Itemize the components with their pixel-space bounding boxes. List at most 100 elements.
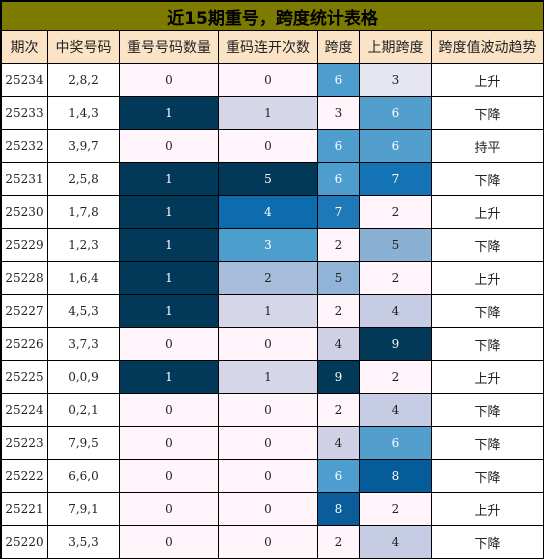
- cell-repeat-streak: 0: [218, 426, 318, 460]
- cell-period: 25224: [1, 393, 48, 427]
- cell-repeat-count: 1: [119, 195, 219, 229]
- table-row: 25233 1,4,3 1 1 3 6 下降: [1, 96, 544, 130]
- cell-repeat-streak: 0: [218, 327, 318, 361]
- cell-prev-span: 2: [359, 261, 432, 295]
- header-trend: 跨度值波动趋势: [430, 30, 544, 64]
- cell-repeat-streak: 0: [218, 525, 318, 559]
- cell-repeat-count: 0: [119, 63, 219, 97]
- cell-period: 25233: [1, 96, 48, 130]
- cell-repeat-streak: 4: [218, 195, 318, 229]
- cell-span: 8: [317, 492, 360, 526]
- cell-trend: 下降: [430, 525, 544, 559]
- cell-prev-span: 9: [359, 327, 432, 361]
- cell-repeat-streak: 1: [218, 360, 318, 394]
- cell-trend: 下降: [430, 459, 544, 493]
- cell-repeat-count: 1: [119, 261, 219, 295]
- cell-span: 2: [317, 525, 360, 559]
- header-row: 期次 中奖号码 重号号码数量 重码连开次数 跨度 上期跨度 跨度值波动趋势: [1, 30, 544, 64]
- table-row: 25224 0,2,1 0 0 2 4 下降: [1, 393, 544, 427]
- cell-prev-span: 2: [359, 195, 432, 229]
- cell-period: 25220: [1, 525, 48, 559]
- cell-numbers: 1,4,3: [47, 96, 120, 130]
- cell-span: 4: [317, 327, 360, 361]
- cell-repeat-count: 1: [119, 228, 219, 262]
- cell-repeat-count: 1: [119, 360, 219, 394]
- cell-numbers: 7,9,5: [47, 426, 120, 460]
- header-numbers: 中奖号码: [47, 30, 120, 64]
- cell-span: 2: [317, 294, 360, 328]
- cell-repeat-streak: 3: [218, 228, 318, 262]
- cell-span: 2: [317, 228, 360, 262]
- table-body: 25234 2,8,2 0 0 6 3 上升 25233 1,4,3 1 1 3 6 下降 25232 3,9…: [1, 63, 544, 559]
- cell-numbers: 2,8,2: [47, 63, 120, 97]
- cell-numbers: 1,7,8: [47, 195, 120, 229]
- cell-repeat-streak: 0: [218, 63, 318, 97]
- cell-trend: 上升: [430, 63, 544, 97]
- cell-repeat-streak: 2: [218, 261, 318, 295]
- header-repeat-count: 重号号码数量: [119, 30, 219, 64]
- cell-span: 4: [317, 426, 360, 460]
- cell-numbers: 0,0,9: [47, 360, 120, 394]
- cell-prev-span: 3: [359, 63, 432, 97]
- cell-period: 25229: [1, 228, 48, 262]
- cell-repeat-count: 0: [119, 492, 219, 526]
- cell-period: 25230: [1, 195, 48, 229]
- cell-repeat-count: 1: [119, 162, 219, 196]
- cell-period: 25234: [1, 63, 48, 97]
- cell-period: 25226: [1, 327, 48, 361]
- table-row: 25226 3,7,3 0 0 4 9 下降: [1, 327, 544, 361]
- cell-prev-span: 4: [359, 525, 432, 559]
- cell-repeat-count: 1: [119, 96, 219, 130]
- cell-numbers: 2,5,8: [47, 162, 120, 196]
- cell-trend: 下降: [430, 96, 544, 130]
- table-row: 25223 7,9,5 0 0 4 6 下降: [1, 426, 544, 460]
- cell-repeat-count: 0: [119, 459, 219, 493]
- header-period: 期次: [1, 30, 48, 64]
- table-row: 25225 0,0,9 1 1 9 2 上升: [1, 360, 544, 394]
- table-row: 25221 7,9,1 0 0 8 2 上升: [1, 492, 544, 526]
- cell-prev-span: 4: [359, 393, 432, 427]
- table-row: 25230 1,7,8 1 4 7 2 上升: [1, 195, 544, 229]
- cell-prev-span: 7: [359, 162, 432, 196]
- cell-period: 25227: [1, 294, 48, 328]
- cell-prev-span: 2: [359, 360, 432, 394]
- table-row: 25220 3,5,3 0 0 2 4 下降: [1, 525, 544, 559]
- cell-trend: 上升: [430, 261, 544, 295]
- cell-repeat-streak: 0: [218, 129, 318, 163]
- cell-period: 25221: [1, 492, 48, 526]
- cell-numbers: 0,2,1: [47, 393, 120, 427]
- cell-span: 6: [317, 63, 360, 97]
- cell-prev-span: 5: [359, 228, 432, 262]
- cell-span: 6: [317, 162, 360, 196]
- cell-span: 2: [317, 393, 360, 427]
- cell-numbers: 4,5,3: [47, 294, 120, 328]
- table-title: 近15期重号，跨度统计表格: [0, 1, 544, 31]
- cell-repeat-streak: 0: [218, 459, 318, 493]
- cell-repeat-count: 0: [119, 129, 219, 163]
- cell-span: 6: [317, 129, 360, 163]
- cell-trend: 下降: [430, 228, 544, 262]
- header-span: 跨度: [317, 30, 360, 64]
- table-row: 25228 1,6,4 1 2 5 2 上升: [1, 261, 544, 295]
- cell-prev-span: 6: [359, 129, 432, 163]
- cell-prev-span: 2: [359, 492, 432, 526]
- cell-numbers: 1,6,4: [47, 261, 120, 295]
- cell-numbers: 3,5,3: [47, 525, 120, 559]
- cell-period: 25225: [1, 360, 48, 394]
- table-row: 25227 4,5,3 1 1 2 4 下降: [1, 294, 544, 328]
- header-prev-span: 上期跨度: [359, 30, 432, 64]
- cell-trend: 上升: [430, 360, 544, 394]
- cell-prev-span: 4: [359, 294, 432, 328]
- cell-trend: 下降: [430, 426, 544, 460]
- table-row: 25229 1,2,3 1 3 2 5 下降: [1, 228, 544, 262]
- cell-trend: 下降: [430, 294, 544, 328]
- cell-trend: 上升: [430, 492, 544, 526]
- table-row: 25231 2,5,8 1 5 6 7 下降: [1, 162, 544, 196]
- cell-repeat-streak: 0: [218, 492, 318, 526]
- cell-repeat-count: 0: [119, 525, 219, 559]
- cell-repeat-streak: 0: [218, 393, 318, 427]
- cell-period: 25231: [1, 162, 48, 196]
- cell-prev-span: 6: [359, 96, 432, 130]
